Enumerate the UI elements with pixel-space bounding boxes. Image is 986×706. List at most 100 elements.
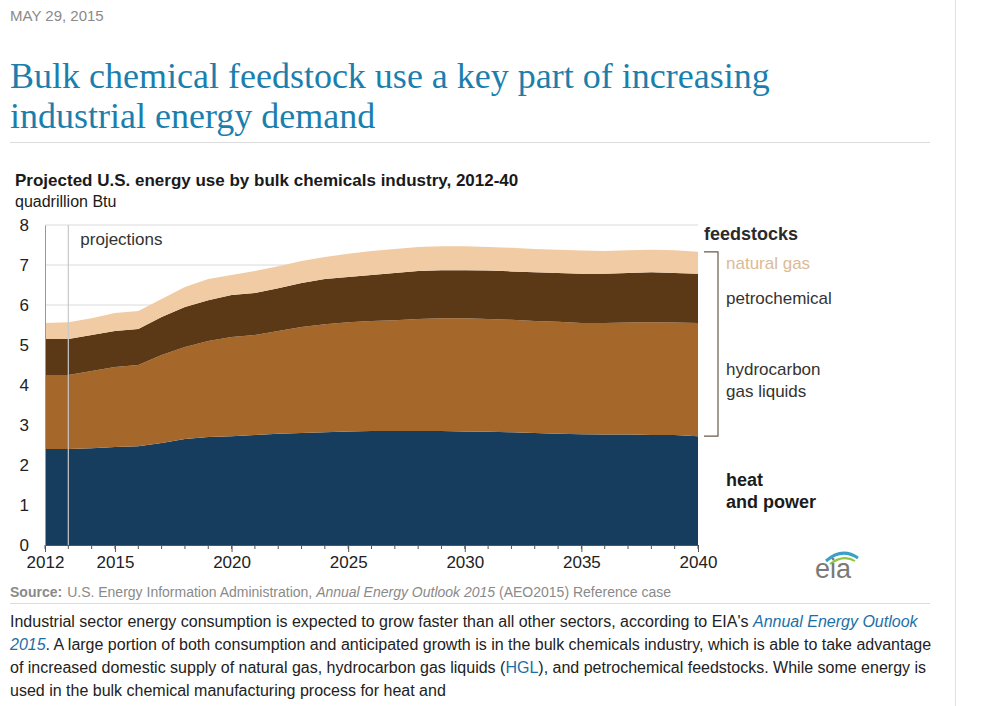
x-tick: 2040 <box>680 545 718 572</box>
x-minor-tick <box>511 545 512 549</box>
y-tick: 3 <box>20 416 45 435</box>
x-minor-tick <box>534 545 535 549</box>
area <box>45 246 698 339</box>
x-minor-tick <box>698 545 699 549</box>
annotation-text: projections <box>80 230 162 249</box>
chart: Projected U.S. energy use by bulk chemic… <box>0 145 955 605</box>
series-label: heatand power <box>726 470 816 512</box>
x-tick-mark <box>465 545 466 552</box>
y-tick: 5 <box>20 336 45 355</box>
y-tick-label: 7 <box>20 256 29 275</box>
source-label: Source: <box>10 584 62 600</box>
headline: Bulk chemical feedstock use a key part o… <box>10 56 910 136</box>
x-tick: 2020 <box>213 545 251 572</box>
area <box>45 431 698 545</box>
grid-line <box>45 225 698 226</box>
series-label: natural gas <box>726 254 810 273</box>
x-minor-tick <box>371 545 372 549</box>
x-minor-tick <box>45 545 46 549</box>
x-tick-label: 2012 <box>27 553 65 572</box>
x-minor-tick <box>114 545 115 549</box>
series-label: petrochemical <box>726 289 832 308</box>
x-minor-tick <box>278 545 279 549</box>
group-bracket <box>704 252 718 436</box>
x-tick-mark <box>698 545 699 552</box>
grid <box>45 225 698 545</box>
x-minor-tick <box>558 545 559 549</box>
x-minor-tick <box>254 545 255 549</box>
x-tick: 2030 <box>446 545 484 572</box>
x-minor-tick <box>91 545 92 549</box>
x-minor-tick <box>138 545 139 549</box>
x-tick: 2012 <box>27 545 65 572</box>
y-tick: 4 <box>20 376 45 395</box>
y-tick-label: 5 <box>20 336 29 355</box>
x-minor-tick <box>348 545 349 549</box>
y-tick-label: 8 <box>20 216 29 235</box>
y-tick: 2 <box>20 456 45 475</box>
source-part: Annual Energy Outlook 2015 <box>315 584 495 600</box>
y-tick-label: 3 <box>20 416 29 435</box>
y-tick-label: 4 <box>20 376 29 395</box>
x-tick-mark <box>45 545 46 552</box>
y-tick: 6 <box>20 296 45 315</box>
x-tick: 2035 <box>563 545 601 572</box>
text-run: Industrial sector energy consumption is … <box>10 613 753 630</box>
x-minor-tick <box>488 545 489 549</box>
x-tick-mark <box>232 545 233 552</box>
y-tick-label: 2 <box>20 456 29 475</box>
x-axis: 2012 2015 2020 2025 2030 2035 2040 <box>27 545 718 572</box>
x-minor-tick <box>161 545 162 549</box>
x-minor-tick <box>208 545 209 549</box>
x-minor-tick <box>628 545 629 549</box>
y-axis-line <box>45 226 46 546</box>
x-minor-tick <box>464 545 465 549</box>
x-tick-mark <box>581 545 582 552</box>
y-tick-label: 1 <box>20 496 29 515</box>
source-part: (AEO2015) Reference case <box>495 584 671 600</box>
plot-area <box>45 246 698 545</box>
x-minor-tick <box>674 545 675 549</box>
x-tick-label: 2020 <box>213 553 251 572</box>
x-tick-mark <box>115 545 116 552</box>
x-minor-tick <box>651 545 652 549</box>
link[interactable]: HGL <box>505 659 538 676</box>
x-minor-tick <box>581 545 582 549</box>
article-body: Industrial sector energy consumption is … <box>10 610 932 702</box>
x-tick-label: 2025 <box>330 553 368 572</box>
page-border <box>955 0 956 706</box>
x-tick-label: 2015 <box>97 553 135 572</box>
chart-title: Projected U.S. energy use by bulk chemic… <box>15 171 518 190</box>
x-minor-tick <box>394 545 395 549</box>
x-minor-tick <box>604 545 605 549</box>
y-tick: 0 <box>20 536 45 555</box>
x-tick-label: 2035 <box>563 553 601 572</box>
annotation-line <box>68 225 69 545</box>
divider <box>10 603 930 604</box>
group-label: feedstocks <box>704 224 798 244</box>
y-axis: 0 1 2 3 4 5 6 7 8 <box>20 216 46 555</box>
chart-subtitle: quadrillion Btu <box>15 193 116 210</box>
x-minor-tick <box>441 545 442 549</box>
y-tick: 8 <box>20 216 45 235</box>
divider <box>10 142 930 143</box>
series-labels: heatand power hydrocarbongas liquids petro… <box>726 254 832 512</box>
x-tick-label: 2030 <box>446 553 484 572</box>
x-tick-label: 2040 <box>680 553 718 572</box>
x-minor-tick <box>324 545 325 549</box>
x-tick-mark <box>348 545 349 552</box>
annotations: projections <box>68 225 162 545</box>
y-tick: 7 <box>20 256 45 275</box>
x-minor-tick <box>418 545 419 549</box>
series-label: hydrocarbongas liquids <box>726 360 821 401</box>
x-minor-tick <box>301 545 302 549</box>
logo: eia <box>815 554 852 584</box>
y-tick-label: 6 <box>20 296 29 315</box>
y-tick: 1 <box>20 496 45 515</box>
x-minor-tick <box>184 545 185 549</box>
source-part: U.S. Energy Information Administration, <box>67 584 316 600</box>
x-tick: 2025 <box>330 545 368 572</box>
x-minor-ticks <box>45 545 698 549</box>
date: MAY 29, 2015 <box>10 7 104 24</box>
x-minor-tick <box>231 545 232 549</box>
